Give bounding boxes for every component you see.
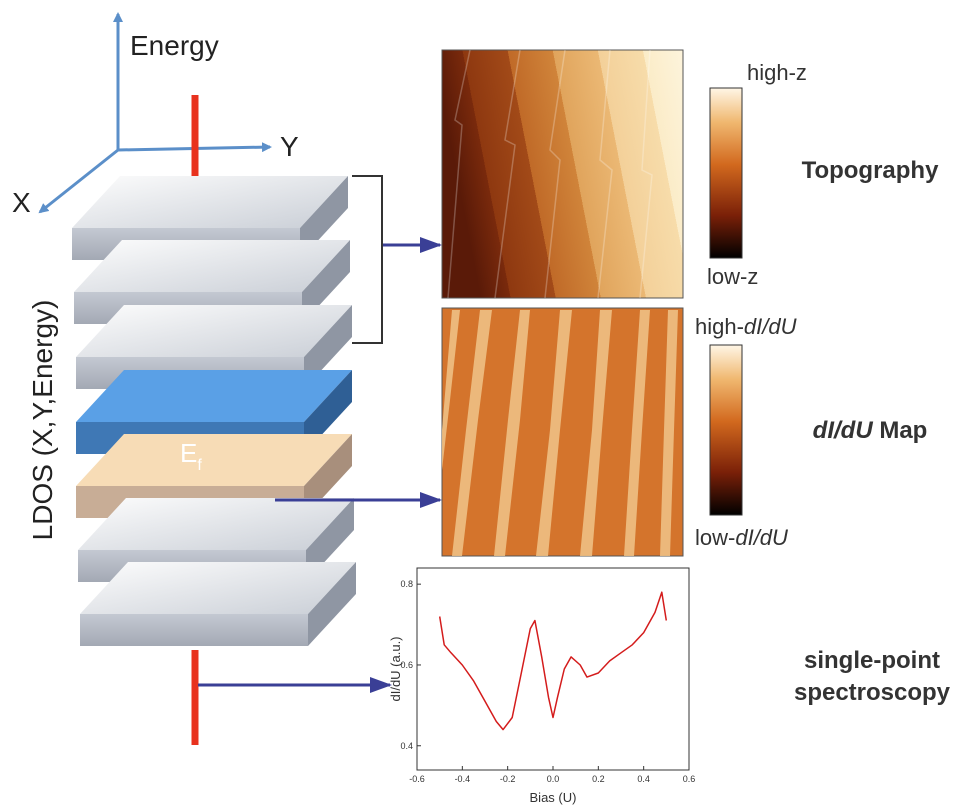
didu-map-title: dI/dU Map (813, 417, 928, 444)
y-axis-label: dI/dU (a.u.) (388, 636, 403, 701)
x-tick-label: -0.6 (409, 774, 425, 784)
x-axis-label: Bias (U) (530, 790, 577, 805)
colorbar (710, 88, 742, 258)
x-tick-label: 0.0 (547, 774, 560, 784)
high-italic: dI/dU (744, 314, 797, 339)
low-italic: dI/dU (735, 525, 788, 550)
high-prefix: high- (695, 314, 744, 339)
slab-front (80, 614, 308, 646)
slab-stack (72, 176, 356, 646)
low-label: low-dI/dU (695, 525, 788, 550)
didu-map-image (442, 308, 683, 556)
x-tick-label: -0.2 (500, 774, 516, 784)
fermi-sub: f (197, 457, 202, 474)
low-label: low-z (707, 264, 758, 289)
high-label: high-z (747, 60, 807, 85)
y-tick-label: 0.4 (400, 741, 413, 751)
title-rest: Map (873, 417, 928, 444)
plot-frame (417, 568, 689, 770)
slab-top (76, 434, 352, 486)
slab-top (74, 240, 350, 292)
topography-image (442, 50, 683, 298)
x-label: X (12, 187, 31, 218)
spectroscopy-title: spectroscopy (794, 679, 951, 706)
x-tick-label: 0.2 (592, 774, 605, 784)
bracket (352, 176, 382, 343)
spectroscopy-title: single-point (804, 647, 940, 674)
slab-top (80, 562, 356, 614)
y-label: Y (280, 131, 299, 162)
slab-top (78, 498, 354, 550)
x-tick-label: -0.4 (455, 774, 471, 784)
x-tick-label: 0.6 (683, 774, 696, 784)
x-tick-label: 0.4 (637, 774, 650, 784)
colorbar (710, 345, 742, 515)
low-prefix: low- (695, 525, 735, 550)
title-italic: dI/dU (813, 417, 874, 444)
figure: Energy Y X LDOS (X,Y,Energy) Ef high-z l… (0, 0, 968, 808)
slab-top (76, 370, 352, 422)
y-tick-label: 0.8 (400, 579, 413, 589)
stack-label: LDOS (X,Y,Energy) (27, 300, 58, 541)
spectrum-line (440, 592, 667, 729)
high-label: high-dI/dU (695, 314, 797, 339)
fermi-main: E (180, 438, 197, 468)
topography-title: Topography (802, 157, 940, 184)
energy-label: Energy (130, 30, 219, 61)
slab-top (72, 176, 348, 228)
slab-top (76, 305, 352, 357)
